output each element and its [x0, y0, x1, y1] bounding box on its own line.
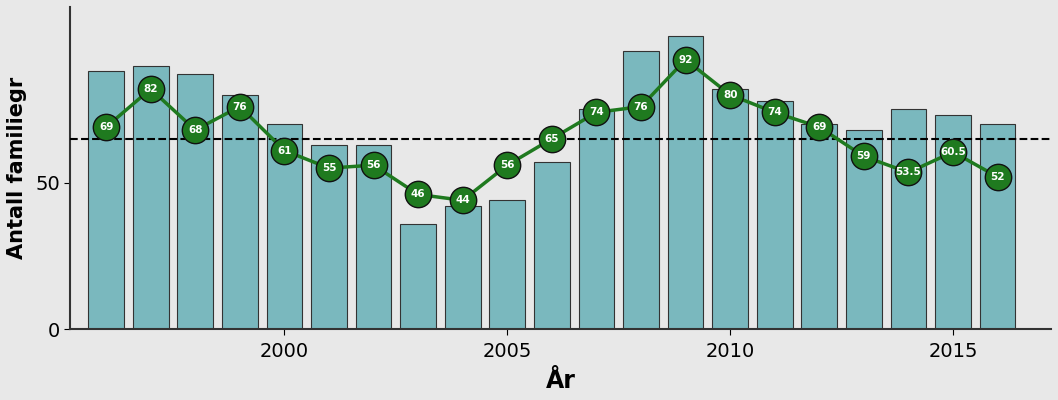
X-axis label: År: År	[546, 369, 576, 393]
Text: 82: 82	[144, 84, 158, 94]
Text: 74: 74	[589, 108, 604, 118]
Bar	[400, 224, 436, 329]
Text: 53.5: 53.5	[895, 168, 922, 178]
Bar	[88, 72, 124, 329]
Text: 76: 76	[634, 102, 649, 112]
Text: 69: 69	[813, 122, 826, 132]
Bar	[802, 124, 837, 329]
Text: 69: 69	[98, 122, 113, 132]
Text: 44: 44	[455, 195, 470, 205]
Text: 52: 52	[990, 172, 1005, 182]
Bar	[668, 36, 704, 329]
Bar	[133, 66, 168, 329]
Text: 46: 46	[411, 190, 425, 200]
Text: 80: 80	[723, 90, 737, 100]
Bar	[490, 200, 525, 329]
Text: 61: 61	[277, 146, 292, 156]
Text: 76: 76	[233, 102, 248, 112]
Bar	[579, 110, 615, 329]
Text: 68: 68	[188, 125, 202, 135]
Bar	[623, 51, 659, 329]
Text: 74: 74	[767, 108, 782, 118]
Bar	[756, 101, 792, 329]
Text: 56: 56	[500, 160, 514, 170]
Text: 59: 59	[857, 151, 871, 161]
Text: 60.5: 60.5	[941, 147, 966, 157]
Bar	[712, 89, 748, 329]
Text: 55: 55	[322, 163, 336, 173]
Bar	[267, 124, 303, 329]
Text: 92: 92	[678, 55, 693, 65]
Bar	[178, 74, 213, 329]
Y-axis label: Antall familiegr: Antall familiegr	[7, 77, 26, 259]
Bar	[980, 124, 1016, 329]
Text: 56: 56	[366, 160, 381, 170]
Bar	[891, 110, 926, 329]
Bar	[311, 145, 347, 329]
Text: 65: 65	[545, 134, 559, 144]
Bar	[444, 206, 480, 329]
Bar	[534, 162, 569, 329]
Bar	[935, 115, 971, 329]
Bar	[355, 145, 391, 329]
Bar	[846, 130, 881, 329]
Bar	[222, 95, 258, 329]
